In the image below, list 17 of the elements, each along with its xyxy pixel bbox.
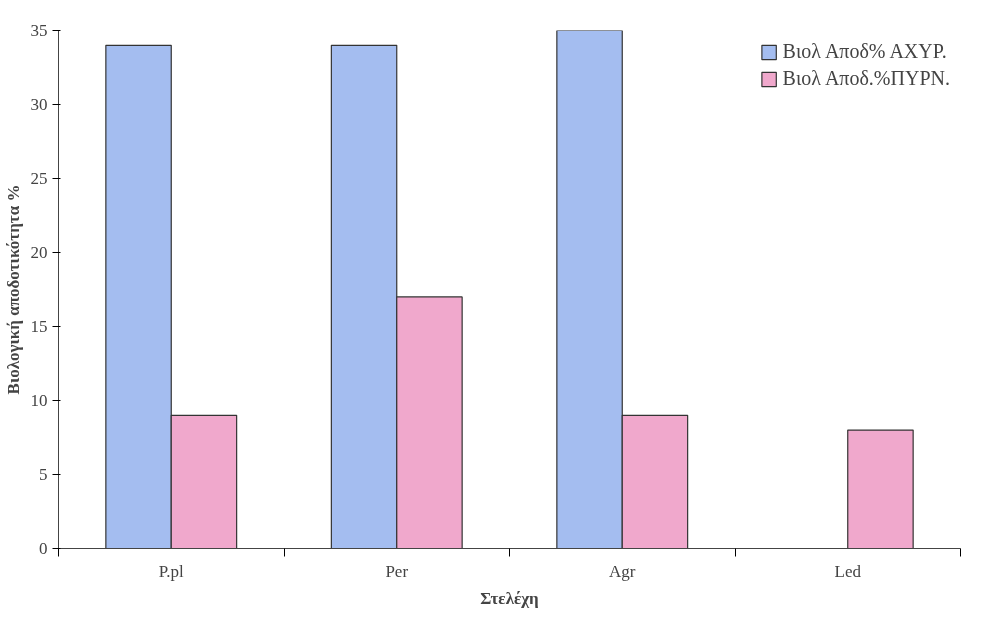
y-axis-title: Βιολογική αποδοτικότητα %: [3, 184, 23, 395]
x-axis-title: Στελέχη: [480, 588, 539, 608]
x-tick-label: Led: [834, 561, 862, 581]
y-tick-label: 35: [30, 21, 48, 40]
bar: [847, 429, 914, 549]
x-tick-label: Agr: [609, 561, 636, 581]
y-tick-label: 30: [30, 95, 48, 114]
y-tick-label: 15: [30, 317, 48, 336]
y-tick-label: 25: [30, 169, 48, 188]
y-tick-label: 10: [30, 391, 48, 410]
legend-label: Βιολ Αποδ.%ΠΥΡΝ.: [782, 67, 950, 90]
x-tick-label: P.pl: [158, 561, 185, 581]
x-tick-label: Per: [385, 561, 409, 581]
y-tick-label: 5: [39, 465, 48, 484]
legend-label: Βιολ Αποδ% ΑΧΥΡ.: [782, 40, 947, 63]
y-tick-label: 20: [30, 243, 48, 262]
y-tick-label: 0: [39, 539, 48, 558]
